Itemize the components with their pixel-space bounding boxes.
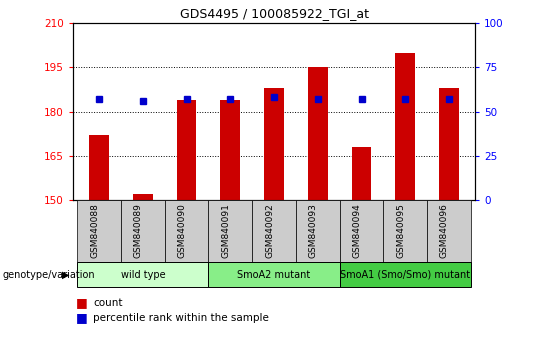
Bar (383, 200, 427, 262)
Bar (77, 262, 208, 287)
Bar (77, 200, 121, 262)
Bar (352, 147, 372, 200)
Bar (89, 135, 109, 200)
Bar (177, 100, 197, 200)
Bar (121, 200, 165, 262)
Bar (427, 200, 471, 262)
Text: GSM840089: GSM840089 (134, 203, 143, 258)
Text: GSM840088: GSM840088 (90, 203, 99, 258)
Bar (395, 52, 415, 200)
Text: GSM840092: GSM840092 (265, 203, 274, 258)
Bar (340, 200, 383, 262)
Bar (296, 200, 340, 262)
Bar (208, 200, 252, 262)
Text: ■: ■ (76, 296, 87, 309)
Bar (439, 88, 459, 200)
Bar (165, 200, 208, 262)
Text: genotype/variation: genotype/variation (3, 270, 96, 280)
Bar (220, 100, 240, 200)
Bar (208, 262, 340, 287)
Text: GSM840093: GSM840093 (309, 203, 318, 258)
Text: GSM840094: GSM840094 (353, 203, 361, 258)
Text: ▶: ▶ (62, 270, 69, 280)
Text: GSM840096: GSM840096 (440, 203, 449, 258)
Text: SmoA1 (Smo/Smo) mutant: SmoA1 (Smo/Smo) mutant (340, 270, 470, 280)
Text: ■: ■ (76, 311, 87, 324)
Text: wild type: wild type (120, 270, 165, 280)
Text: GSM840095: GSM840095 (396, 203, 405, 258)
Text: SmoA2 mutant: SmoA2 mutant (238, 270, 310, 280)
Bar (252, 200, 296, 262)
Bar (264, 88, 284, 200)
Text: count: count (93, 298, 123, 308)
Bar (133, 194, 153, 200)
Bar (308, 67, 328, 200)
Bar (340, 262, 471, 287)
Text: GSM840090: GSM840090 (178, 203, 187, 258)
Text: GSM840091: GSM840091 (221, 203, 231, 258)
Title: GDS4495 / 100085922_TGI_at: GDS4495 / 100085922_TGI_at (179, 7, 368, 21)
Text: percentile rank within the sample: percentile rank within the sample (93, 313, 269, 322)
